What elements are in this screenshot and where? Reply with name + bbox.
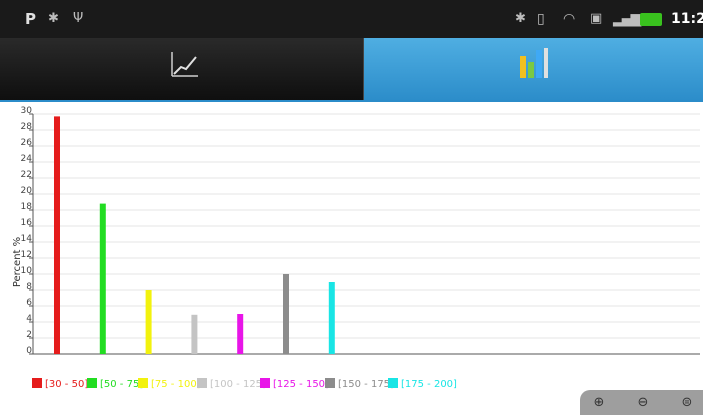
tab-bar bbox=[0, 38, 703, 102]
chart-grid bbox=[33, 113, 700, 355]
legend-label: [175 - 200] bbox=[401, 379, 457, 390]
zoom-controls: ⊕ ⊖ ⊜ bbox=[580, 390, 703, 415]
y-tick-label: 10 bbox=[21, 266, 33, 276]
legend-item: [30 - 50] bbox=[32, 378, 88, 391]
legend-item: [75 - 100] bbox=[138, 378, 201, 391]
legend-swatch bbox=[388, 378, 398, 388]
zoom-reset-icon[interactable]: ⊜ bbox=[681, 395, 693, 410]
legend-swatch bbox=[138, 378, 148, 388]
legend-label: [125 - 150] bbox=[273, 379, 329, 390]
legend-item: [175 - 200] bbox=[388, 378, 457, 391]
y-tick-label: 2 bbox=[26, 330, 32, 340]
legend-swatch bbox=[325, 378, 335, 388]
bar bbox=[145, 290, 152, 354]
clock: 11:2 bbox=[671, 11, 703, 27]
zoom-out-icon[interactable]: ⊖ bbox=[637, 395, 649, 410]
bar-chart-icon bbox=[520, 48, 548, 78]
tab-underline bbox=[0, 100, 703, 102]
bar bbox=[191, 314, 198, 354]
y-tick-label: 16 bbox=[21, 218, 33, 228]
bar bbox=[237, 314, 244, 354]
y-tick-label: 30 bbox=[21, 106, 33, 116]
legend-label: [75 - 100] bbox=[151, 379, 201, 390]
bars bbox=[54, 116, 335, 355]
y-tick-label: 14 bbox=[21, 234, 33, 244]
android-debug-icon: ✱ bbox=[48, 11, 59, 26]
y-tick-label: 0 bbox=[26, 346, 32, 356]
tab-bar-chart[interactable] bbox=[364, 38, 703, 102]
battery-icon bbox=[640, 13, 662, 26]
signal-icon: ▂▄▆ bbox=[613, 11, 641, 27]
bar bbox=[283, 274, 289, 354]
y-tick-label: 6 bbox=[26, 298, 32, 308]
line-chart-icon bbox=[171, 52, 198, 77]
tab-line-chart[interactable] bbox=[0, 38, 364, 102]
y-tick-label: 28 bbox=[21, 122, 33, 132]
vibrate-icon: ▯ bbox=[537, 11, 545, 27]
y-tick-label: 26 bbox=[21, 138, 33, 148]
sim-icon: ▣ bbox=[590, 11, 603, 26]
legend-swatch bbox=[260, 378, 270, 388]
bluetooth-icon: ✱ bbox=[515, 11, 526, 26]
bar bbox=[54, 116, 60, 355]
usb-icon: Ψ bbox=[73, 11, 84, 26]
y-tick-label: 18 bbox=[21, 202, 33, 212]
y-tick-label: 24 bbox=[21, 154, 33, 164]
bar bbox=[99, 203, 106, 354]
legend-swatch bbox=[197, 378, 207, 388]
p-notification-icon: P bbox=[25, 10, 36, 28]
legend-item: [125 - 150] bbox=[260, 378, 329, 391]
zoom-in-icon[interactable]: ⊕ bbox=[593, 395, 605, 410]
legend-swatch bbox=[87, 378, 97, 388]
legend-item: [100 - 125] bbox=[197, 378, 266, 391]
legend-item: [150 - 175] bbox=[325, 378, 394, 391]
bar bbox=[328, 282, 335, 354]
y-tick-label: 4 bbox=[26, 314, 32, 324]
status-bar: P ✱ Ψ ✱ ▯ ◠ ▣ ▂▄▆ 11:2 bbox=[0, 0, 703, 38]
legend-item: [50 - 75] bbox=[87, 378, 143, 391]
y-tick-label: 22 bbox=[21, 170, 32, 180]
y-axis-label: Percent % bbox=[12, 237, 23, 287]
legend-swatch bbox=[32, 378, 42, 388]
legend-label: [100 - 125] bbox=[210, 379, 266, 390]
y-tick-label: 8 bbox=[26, 282, 32, 292]
wifi-icon: ◠ bbox=[563, 11, 576, 27]
legend-label: [50 - 75] bbox=[100, 379, 144, 390]
y-tick-label: 20 bbox=[21, 186, 33, 196]
y-tick-label: 12 bbox=[21, 250, 32, 260]
legend-label: [150 - 175] bbox=[338, 379, 394, 390]
legend-label: [30 - 50] bbox=[45, 379, 89, 390]
